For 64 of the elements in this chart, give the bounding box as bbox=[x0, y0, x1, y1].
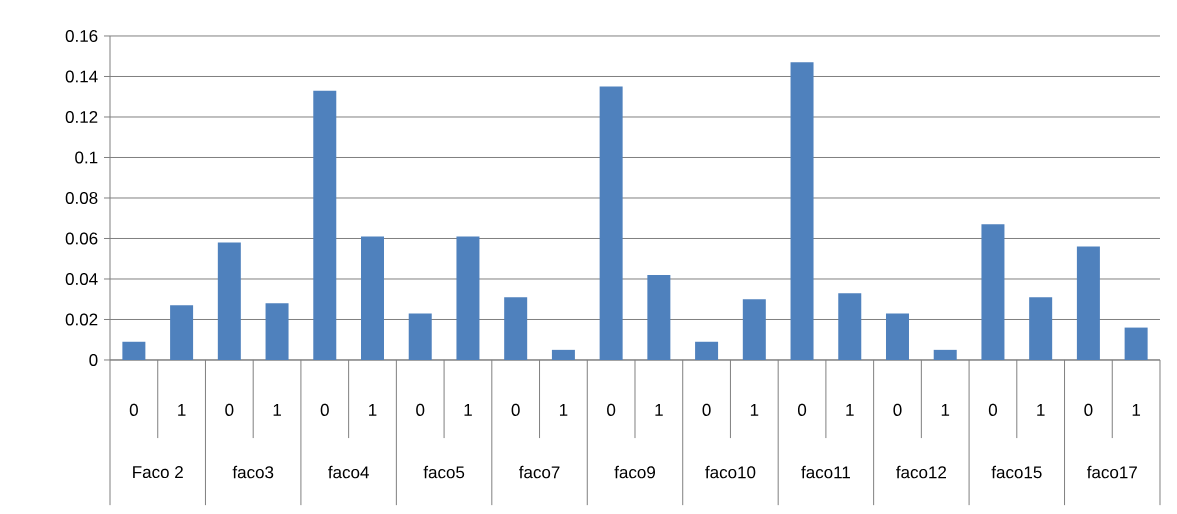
x-tick-label: 1 bbox=[846, 404, 854, 416]
x-tick-label: 1 bbox=[750, 404, 759, 416]
text: faco7 bbox=[518, 465, 560, 479]
bar bbox=[265, 303, 289, 360]
bar bbox=[742, 299, 766, 360]
text: faco12 bbox=[896, 465, 947, 479]
bar bbox=[122, 341, 146, 360]
x-tick-label: 1 bbox=[273, 404, 281, 416]
text: Faco 2 bbox=[133, 466, 183, 479]
x-tick-label: 0 bbox=[893, 403, 902, 416]
x-tick-label: 1 bbox=[369, 404, 377, 416]
bar bbox=[313, 90, 337, 360]
x-tick-label: 1 bbox=[941, 404, 950, 416]
bar bbox=[838, 293, 862, 360]
bar bbox=[599, 86, 623, 360]
bar bbox=[1029, 297, 1053, 360]
y-tick-label: 0 bbox=[89, 353, 98, 367]
bar bbox=[885, 313, 909, 360]
x-tick-label: 0 bbox=[988, 403, 998, 416]
bar bbox=[217, 242, 241, 360]
y-tick-label: 0.1 bbox=[75, 151, 98, 164]
bar bbox=[170, 305, 194, 360]
x-tick-label: 1 bbox=[1132, 404, 1141, 416]
y-tick-label: 0.16 bbox=[65, 29, 98, 43]
x-tick-label: 1 bbox=[464, 404, 472, 416]
text: faco15 bbox=[991, 465, 1042, 479]
x-tick-label: 0 bbox=[797, 403, 807, 416]
bar bbox=[1076, 246, 1100, 360]
x-tick-label: 0 bbox=[225, 403, 234, 416]
y-tick-label: 0.12 bbox=[65, 110, 98, 124]
bar bbox=[933, 349, 957, 360]
x-tick-label: 1 bbox=[655, 404, 663, 416]
bar bbox=[456, 236, 480, 360]
text: faco3 bbox=[232, 465, 274, 479]
text: faco5 bbox=[423, 465, 465, 479]
bar bbox=[981, 224, 1005, 360]
y-tick-label: 0.14 bbox=[65, 70, 98, 83]
x-tick-label: 1 bbox=[559, 404, 568, 416]
x-tick-label: 0 bbox=[1084, 403, 1093, 416]
x-tick-label: 0 bbox=[511, 403, 520, 416]
bar bbox=[695, 341, 719, 360]
bar bbox=[647, 274, 671, 360]
x-tick-label: 0 bbox=[607, 403, 616, 416]
text: faco10 bbox=[705, 465, 756, 479]
y-tick-label: 0.02 bbox=[65, 313, 98, 326]
y-tick-label: 0.08 bbox=[65, 191, 98, 205]
text: faco11 bbox=[801, 465, 850, 479]
bar bbox=[790, 62, 814, 360]
bar bbox=[551, 349, 575, 360]
bar bbox=[361, 236, 384, 360]
x-tick-label: 0 bbox=[702, 403, 711, 416]
text: faco4 bbox=[328, 465, 369, 479]
text: faco9 bbox=[614, 465, 655, 479]
x-tick-label: 0 bbox=[416, 403, 425, 416]
bar bbox=[408, 313, 432, 360]
x-tick-label: 0 bbox=[129, 403, 138, 416]
text: faco17 bbox=[1086, 465, 1137, 479]
x-tick-label: 1 bbox=[1037, 404, 1045, 416]
y-tick-label: 0.06 bbox=[65, 232, 98, 245]
x-tick-label: 1 bbox=[178, 404, 186, 416]
bar bbox=[1124, 327, 1148, 360]
x-tick-label: 0 bbox=[320, 403, 329, 416]
y-tick-label: 0.04 bbox=[65, 272, 98, 286]
bar bbox=[504, 297, 528, 360]
